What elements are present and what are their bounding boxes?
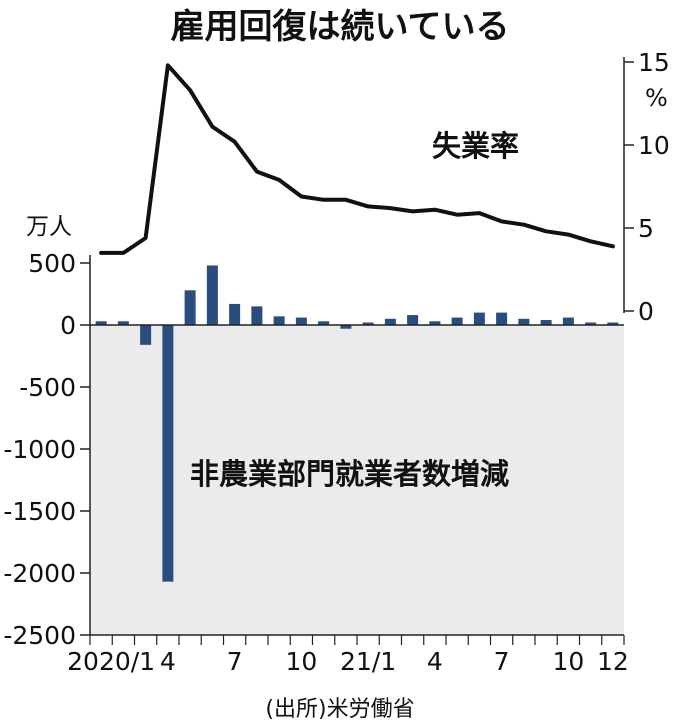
right-tick-label: 10 (638, 131, 670, 160)
right-tick-label: 0 (638, 297, 654, 326)
x-tick-label: 10 (552, 647, 584, 676)
bar (429, 321, 441, 325)
left-tick-label: -2500 (3, 621, 76, 650)
bar (95, 321, 107, 325)
bar (451, 317, 463, 325)
bar (496, 312, 508, 325)
bar (206, 265, 218, 325)
left-tick-label: -1000 (3, 435, 76, 464)
bar-series-label: 非農業部門就業者数増減 (190, 457, 509, 491)
bar (318, 321, 330, 325)
left-axis-unit: 万人 (26, 214, 72, 240)
bar (518, 318, 530, 325)
x-tick-label: 4 (427, 647, 443, 676)
unemployment-rate-line (99, 63, 615, 255)
bar (251, 306, 263, 325)
negative-area-background (90, 325, 624, 635)
right-tick-label: 15 (638, 48, 670, 77)
bar (229, 303, 241, 325)
x-tick-label: 12 (597, 647, 629, 676)
bar-series (95, 265, 619, 582)
left-tick-label: 0 (60, 311, 76, 340)
bar (384, 318, 396, 325)
x-tick-label: 7 (227, 647, 243, 676)
left-tick-label: 500 (28, 249, 76, 278)
x-tick-label: 4 (160, 647, 176, 676)
bar (340, 325, 352, 329)
x-axis-ticks: 2020/1 4 7 10 21/1 4 7 10 12 (67, 635, 629, 676)
bar (184, 290, 196, 325)
bar (473, 312, 485, 325)
bar (117, 321, 129, 325)
line-series-label: 失業率 (432, 129, 519, 163)
bar (295, 317, 307, 325)
left-tick-label: -2000 (3, 559, 76, 588)
bar (540, 320, 552, 325)
right-axis-unit: % (645, 84, 668, 112)
bar (273, 316, 285, 325)
bar (140, 325, 152, 345)
left-axis-ticks: 500 0 -500 -1000 -1500 -2000 -2500 (3, 249, 90, 650)
x-tick-label: 7 (494, 647, 510, 676)
bar (162, 325, 174, 582)
bar (562, 317, 574, 325)
right-tick-label: 5 (638, 214, 654, 243)
left-tick-label: -1500 (3, 497, 76, 526)
left-tick-label: -500 (19, 373, 76, 402)
chart-title: 雇用回復は続いている (171, 7, 510, 47)
bar (362, 322, 374, 325)
bar (585, 322, 597, 325)
right-axis-ticks: 15 10 5 0 (624, 48, 670, 326)
x-tick-label: 21/1 (340, 647, 396, 676)
bar (607, 322, 619, 325)
source-note: (出所)米労働省 (265, 697, 414, 722)
bar (407, 315, 419, 325)
x-tick-label: 2020/1 (67, 647, 155, 676)
x-tick-label: 10 (285, 647, 317, 676)
